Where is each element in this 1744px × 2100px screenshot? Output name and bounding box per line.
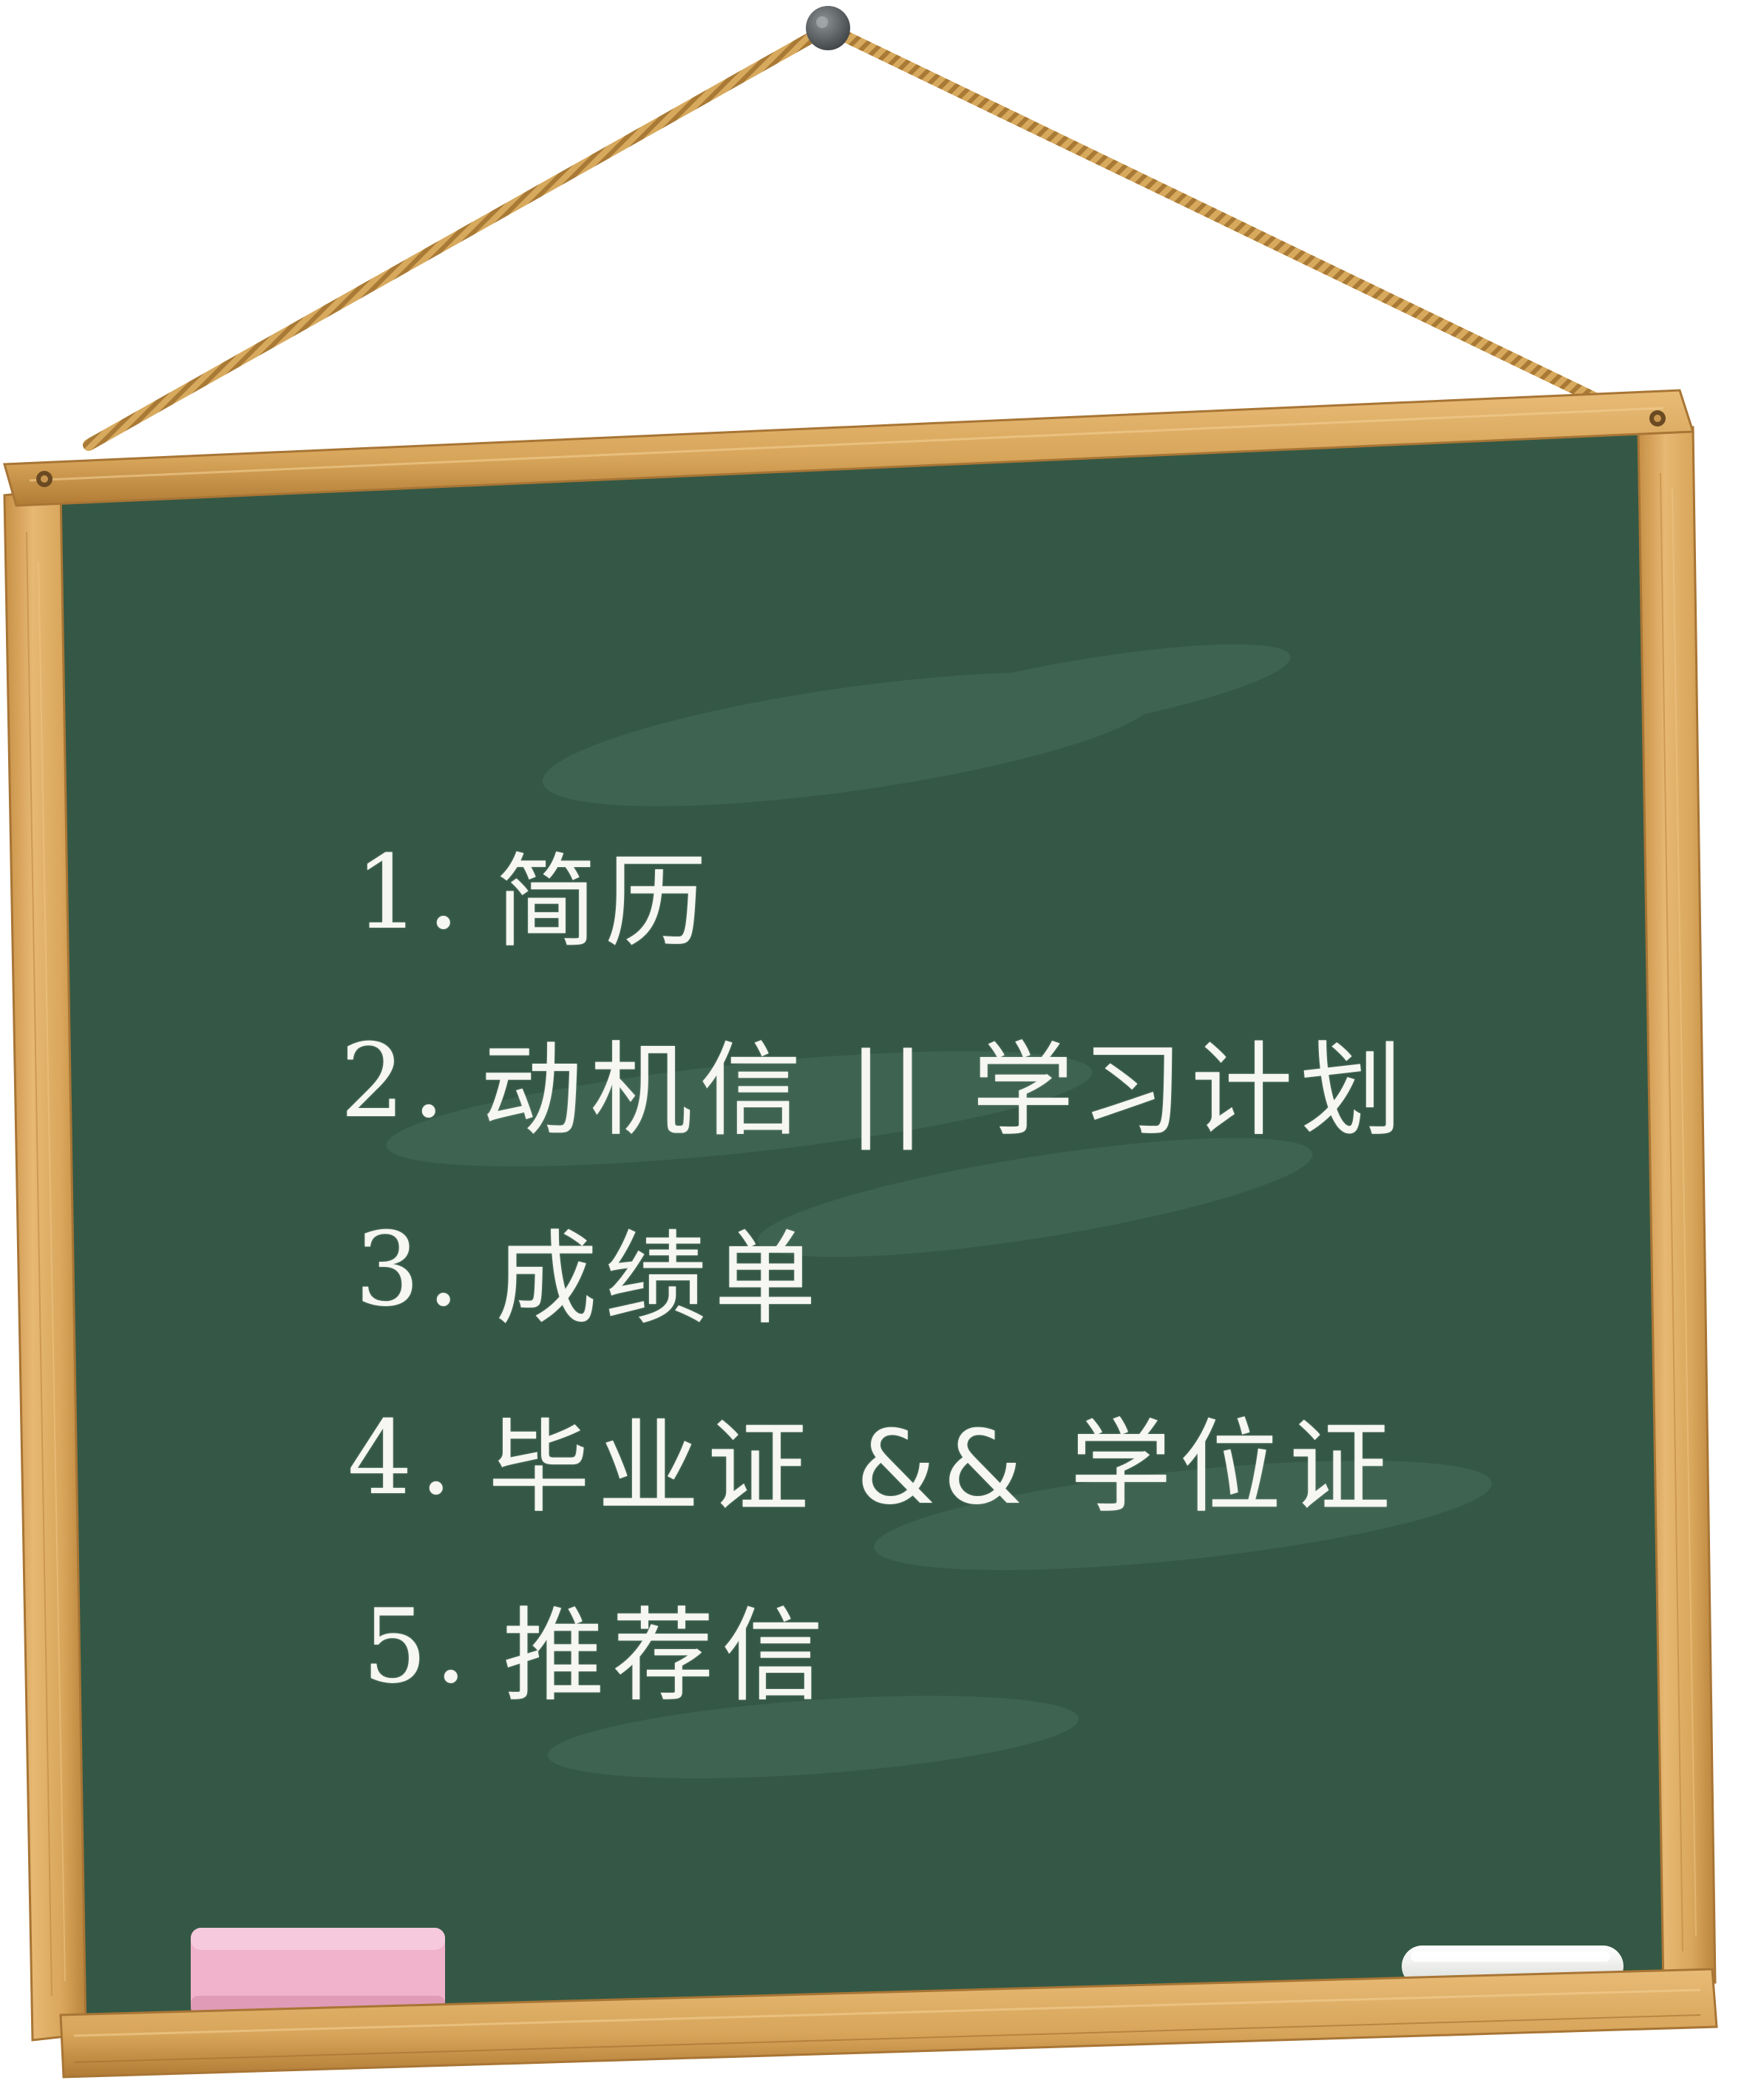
frame-right: [1637, 426, 1717, 1990]
hanging-string: [83, 22, 1603, 451]
eraser-icon: [191, 1928, 445, 2016]
item-text: 动机信 || 学习计划: [481, 1030, 1410, 1150]
chalk-checklist: 1. 简历 2. 动机信 || 学习计划 3. 成绩单 4. 毕业证 && 学位…: [340, 798, 1523, 1741]
list-item: 2. 动机信 || 学习计划: [340, 987, 1523, 1175]
list-item: 1. 简历: [355, 798, 1523, 987]
item-number: 3.: [355, 1210, 467, 1329]
list-item: 3. 成绩单: [355, 1175, 1523, 1364]
item-number: 4.: [347, 1399, 460, 1518]
frame-top: [3, 389, 1695, 507]
item-text: 成绩单: [495, 1219, 824, 1339]
item-text: 简历: [495, 842, 715, 962]
list-item: 4. 毕业证 && 学位证: [347, 1364, 1523, 1552]
list-item: 5. 推荐信: [362, 1552, 1523, 1741]
item-number: 1.: [355, 833, 467, 952]
board-surface: [58, 435, 1674, 2030]
item-text: 推荐信: [503, 1596, 832, 1716]
wall-pin-icon: [806, 6, 850, 50]
item-text: 毕业证 && 学位证: [488, 1407, 1398, 1527]
frame-bottom: [59, 1968, 1718, 2079]
item-number: 5.: [362, 1587, 475, 1706]
item-number: 2.: [340, 1022, 452, 1141]
